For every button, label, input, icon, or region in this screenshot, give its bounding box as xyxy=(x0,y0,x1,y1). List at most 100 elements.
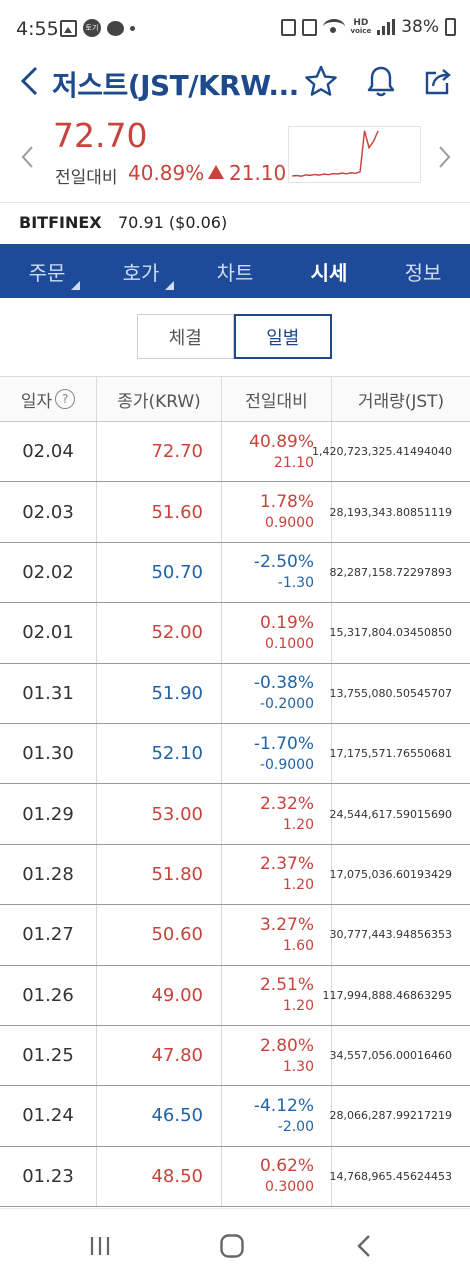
row-close-price: 50.70 xyxy=(97,542,222,603)
table-row[interactable]: 02.01 52.00 0.19% 0.1000 15,317,804.03450850 xyxy=(0,603,470,664)
sparkline xyxy=(292,130,379,177)
row-date: 01.28 xyxy=(0,844,97,905)
share-icon xyxy=(425,69,451,95)
row-change: -1.70% -0.9000 xyxy=(222,723,332,784)
row-volume: 117,994,888.46863295 xyxy=(322,988,452,1002)
row-change: 0.62% 0.3000 xyxy=(222,1146,332,1207)
row-close-price: 46.50 xyxy=(97,1086,222,1146)
help-icon[interactable]: ? xyxy=(55,389,76,409)
tab-market-price[interactable]: 시세 xyxy=(282,244,376,298)
share-button[interactable] xyxy=(420,62,458,100)
table-row[interactable]: 02.04 72.70 40.89% 21.10 1,420,723,325.41494… xyxy=(0,422,470,483)
table-row[interactable]: 01.25 47.80 2.80% 1.30 34,557,056.00016460 xyxy=(0,1025,470,1087)
row-date: 01.29 xyxy=(0,784,97,844)
row-change-percent: 2.51% xyxy=(259,975,314,996)
dropdown-corner-icon xyxy=(165,281,174,290)
row-change-percent: -1.70% xyxy=(253,733,314,754)
row-change: 2.37% 1.20 xyxy=(222,844,332,905)
tab-orderbook[interactable]: 호가 xyxy=(94,244,188,298)
row-date: 02.02 xyxy=(0,542,97,603)
back-button[interactable] xyxy=(14,62,44,100)
exchange-price: 70.91 ($0.06) xyxy=(118,213,228,232)
header: 저스트(JST/KRW... xyxy=(0,60,470,102)
previous-coin-button[interactable] xyxy=(17,142,37,172)
notification-icons: 토기 xyxy=(60,19,135,37)
row-change-value: -2.00 xyxy=(277,1118,314,1135)
table-row[interactable]: 01.26 49.00 2.51% 1.20 117,994,888.46863295 xyxy=(0,965,470,1026)
row-date: 01.27 xyxy=(0,905,97,965)
battery-percent: 38% xyxy=(401,17,439,37)
row-change-value: 0.9000 xyxy=(265,515,314,532)
row-change: -4.12% -2.00 xyxy=(222,1086,332,1146)
row-close-price: 48.50 xyxy=(97,1146,222,1207)
row-change-value: -0.9000 xyxy=(259,756,314,773)
row-change-value: 1.20 xyxy=(282,877,314,894)
row-change: 3.27% 1.60 xyxy=(222,905,332,965)
row-date: 01.25 xyxy=(0,1025,97,1086)
row-change-percent: -0.38% xyxy=(253,673,314,694)
change-label: 전일대비 xyxy=(55,168,118,188)
table-row[interactable]: 02.02 50.70 -2.50% -1.30 82,287,158.72297893 xyxy=(0,542,470,604)
exchange-name: BITFINEX xyxy=(19,213,102,232)
battery-icon xyxy=(445,18,456,36)
tab-label: 정보 xyxy=(404,260,442,285)
table-row[interactable]: 01.23 48.50 0.62% 0.3000 14,768,965.45624453 xyxy=(0,1146,470,1208)
change-percent: 40.89% xyxy=(128,161,205,185)
row-volume: 24,544,617.59015690 xyxy=(329,807,452,821)
row-change-value: 1.20 xyxy=(282,998,314,1015)
table-row[interactable]: 01.31 51.90 -0.38% -0.2000 13,755,080.505457… xyxy=(0,663,470,724)
row-close-price: 47.80 xyxy=(97,1025,222,1086)
dropdown-corner-icon xyxy=(71,281,80,290)
table-row[interactable]: 02.03 51.60 1.78% 0.9000 28,193,343.80851119 xyxy=(0,482,470,543)
chevron-left-icon xyxy=(20,66,38,96)
row-change: 2.80% 1.30 xyxy=(222,1025,332,1086)
trades-segment-button[interactable]: 체결 xyxy=(137,314,234,359)
tab-order[interactable]: 주문 xyxy=(0,244,94,298)
chat-icon xyxy=(107,20,124,36)
row-close-price: 52.00 xyxy=(97,603,222,663)
tab-chart[interactable]: 차트 xyxy=(188,244,282,298)
row-volume: 28,193,343.80851119 xyxy=(329,505,452,519)
daily-segment-button[interactable]: 일별 xyxy=(233,314,332,359)
tab-info[interactable]: 정보 xyxy=(376,244,470,298)
hd-label: HD xyxy=(353,18,369,28)
table-row[interactable]: 01.29 53.00 2.32% 1.20 24,544,617.59015690 xyxy=(0,784,470,845)
row-close-price: 51.80 xyxy=(97,844,222,905)
mute-icon xyxy=(301,18,317,36)
table-row[interactable]: 01.24 46.50 -4.12% -2.00 28,066,287.99217219 xyxy=(0,1086,470,1147)
row-volume: 15,317,804.03450850 xyxy=(329,626,452,640)
next-coin-button[interactable] xyxy=(435,142,455,172)
up-triangle-icon xyxy=(208,165,224,179)
home-button[interactable] xyxy=(212,1229,252,1263)
header-close: 종가(KRW) xyxy=(97,377,222,421)
table-row[interactable]: 01.28 51.80 2.37% 1.20 17,075,036.60193429 xyxy=(0,844,470,906)
system-back-button[interactable] xyxy=(344,1229,384,1263)
recent-apps-button[interactable] xyxy=(80,1229,120,1263)
row-change: 2.32% 1.20 xyxy=(222,784,332,844)
star-icon xyxy=(305,65,337,96)
row-volume: 13,755,080.50545707 xyxy=(329,686,452,700)
back-arrow-icon xyxy=(357,1235,370,1257)
row-close-price: 50.60 xyxy=(97,905,222,965)
row-change-value: 1.60 xyxy=(282,937,314,954)
mini-price-chart[interactable] xyxy=(288,126,421,183)
gallery-icon xyxy=(60,19,77,37)
alarm-icon xyxy=(280,18,296,36)
more-notifications-dot-icon xyxy=(130,25,135,31)
favorite-button[interactable] xyxy=(302,62,340,100)
row-date: 01.23 xyxy=(0,1146,97,1207)
table-row[interactable]: 01.27 50.60 3.27% 1.60 30,777,443.94856353 xyxy=(0,905,470,966)
row-date: 02.01 xyxy=(0,603,97,663)
row-volume: 17,075,036.60193429 xyxy=(329,867,452,881)
row-date: 02.04 xyxy=(0,422,97,482)
row-date: 01.24 xyxy=(0,1086,97,1146)
tab-bar: 주문 호가 차트 시세 정보 xyxy=(0,244,470,298)
row-volume: 34,557,056.00016460 xyxy=(329,1049,452,1063)
price-summary: 72.70 전일대비 40.89% 21.10 xyxy=(0,112,470,200)
table-row[interactable]: 01.30 52.10 -1.70% -0.9000 17,175,571.765506… xyxy=(0,723,470,785)
row-close-price: 52.10 xyxy=(97,723,222,784)
row-change-percent: 1.78% xyxy=(259,492,314,513)
change-value: 21.10 xyxy=(229,161,287,185)
row-change: 2.51% 1.20 xyxy=(222,965,332,1025)
alarm-button[interactable] xyxy=(362,62,400,100)
